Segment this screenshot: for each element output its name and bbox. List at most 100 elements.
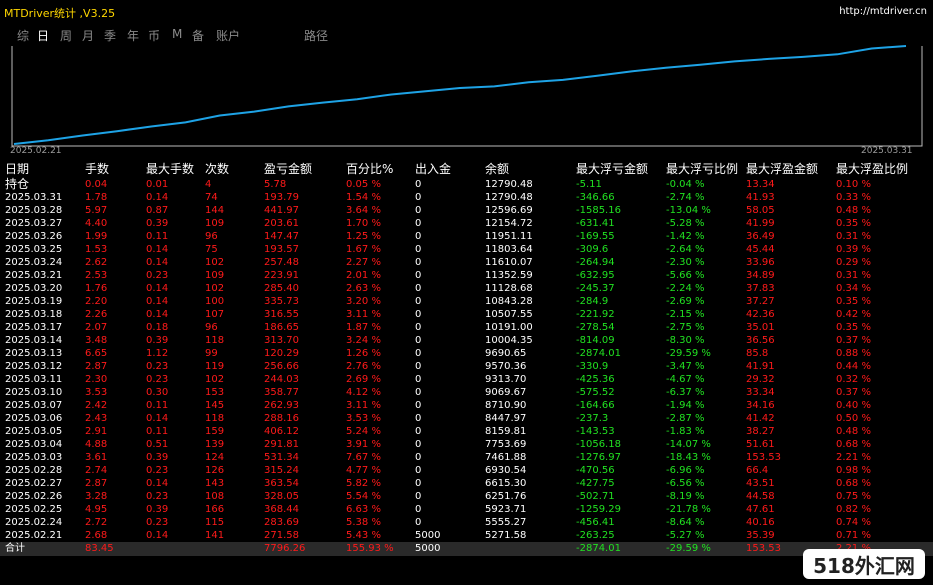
cell-date: 2025.03.05 — [5, 426, 63, 437]
watermark-logo: 518外汇网 — [803, 549, 925, 579]
cell-max-float-loss-pct: -0.04 % — [666, 179, 705, 190]
cell-deposit: 0 — [415, 504, 422, 515]
cell-max-lots: 0.23 — [146, 374, 169, 385]
cell-deposit: 0 — [415, 400, 422, 411]
cell-max-float-profit-pct: 0.34 % — [836, 283, 871, 294]
header-balance: 余额 — [485, 162, 510, 176]
cell-balance: 9690.65 — [485, 348, 527, 359]
cell-balance: 8710.90 — [485, 400, 527, 411]
cell-max-float-loss: -814.09 — [576, 335, 615, 346]
cell-balance: 8447.97 — [485, 413, 527, 424]
tab-quarter[interactable]: 季 — [104, 29, 117, 43]
cell-count: 100 — [205, 296, 225, 307]
cell-percent: 5.24 % — [346, 426, 381, 437]
cell-balance: 11803.64 — [485, 244, 533, 255]
cell-deposit: 0 — [415, 218, 422, 229]
cell-lots: 4.88 — [85, 439, 108, 450]
cell-balance: 12790.48 — [485, 192, 533, 203]
total-profit: 7796.26 — [264, 543, 306, 554]
cell-max-float-profit-pct: 0.10 % — [836, 179, 871, 190]
table-row: 2025.03.18 2.26 0.14 107 316.55 3.11 % 0 10507.… — [0, 308, 933, 321]
cell-max-float-loss: -632.95 — [576, 270, 615, 281]
cell-count: 119 — [205, 361, 225, 372]
app-url-link[interactable]: http://mtdriver.cn — [839, 6, 927, 17]
table-row: 2025.02.28 2.74 0.23 126 315.24 4.77 % 0 6930.5… — [0, 464, 933, 477]
cell-max-float-loss-pct: -18.43 % — [666, 452, 711, 463]
tab-day[interactable]: 日 — [37, 29, 50, 43]
cell-max-float-loss-pct: -5.66 % — [666, 270, 705, 281]
cell-max-float-profit: 153.53 — [746, 452, 781, 463]
cell-lots: 3.28 — [85, 491, 108, 502]
cell-date: 2025.03.24 — [5, 257, 63, 268]
table-row: 2025.03.04 4.88 0.51 139 291.81 3.91 % 0 7753.6… — [0, 438, 933, 451]
cell-date: 2025.03.25 — [5, 244, 63, 255]
cell-max-float-profit: 36.49 — [746, 231, 775, 242]
cell-balance: 11352.59 — [485, 270, 533, 281]
tab-m[interactable]: M — [172, 27, 183, 41]
cell-max-lots: 0.23 — [146, 517, 169, 528]
cell-profit: 531.34 — [264, 452, 299, 463]
cell-balance: 6615.30 — [485, 478, 527, 489]
tab-notes[interactable]: 备 — [192, 29, 205, 43]
cell-max-float-profit-pct: 0.71 % — [836, 530, 871, 541]
tab-account[interactable]: 账户 — [216, 29, 241, 43]
tab-week[interactable]: 周 — [60, 29, 73, 43]
cell-profit: 328.05 — [264, 491, 299, 502]
cell-date: 2025.03.11 — [5, 374, 63, 385]
cell-count: 124 — [205, 452, 225, 463]
tab-year[interactable]: 年 — [127, 29, 140, 43]
cell-date: 2025.03.20 — [5, 283, 63, 294]
cell-percent: 7.67 % — [346, 452, 381, 463]
cell-percent: 5.38 % — [346, 517, 381, 528]
tab-summary[interactable]: 综 — [17, 29, 30, 43]
cell-profit: 120.29 — [264, 348, 299, 359]
tab-currency[interactable]: 币 — [148, 29, 161, 43]
header-max-float-loss-pct: 最大浮亏比例 — [666, 162, 739, 176]
cell-lots: 5.97 — [85, 205, 108, 216]
cell-lots: 4.95 — [85, 504, 108, 515]
cell-profit: 406.12 — [264, 426, 299, 437]
cell-max-lots: 0.23 — [146, 491, 169, 502]
cell-balance: 8159.81 — [485, 426, 527, 437]
cell-count: 107 — [205, 309, 225, 320]
cell-max-lots: 0.87 — [146, 205, 169, 216]
cell-max-lots: 0.30 — [146, 387, 169, 398]
cell-balance: 9313.70 — [485, 374, 527, 385]
cell-deposit: 0 — [415, 361, 422, 372]
cell-deposit: 0 — [415, 517, 422, 528]
cell-count: 109 — [205, 218, 225, 229]
cell-date: 2025.03.31 — [5, 192, 63, 203]
cell-profit: 5.78 — [264, 179, 287, 190]
cell-max-float-profit: 35.39 — [746, 530, 775, 541]
tab-bar: 综日周月季年币 M 备账户 路径 — [0, 22, 933, 46]
cell-deposit: 0 — [415, 335, 422, 346]
table-row: 2025.03.17 2.07 0.18 96 186.65 1.87 % 0 10191.0… — [0, 321, 933, 334]
cell-lots: 2.07 — [85, 322, 108, 333]
cell-max-float-loss-pct: -2.15 % — [666, 309, 705, 320]
table-row: 2025.03.28 5.97 0.87 144 441.97 3.64 % 0 12596.… — [0, 204, 933, 217]
cell-max-float-profit: 33.34 — [746, 387, 775, 398]
cell-max-float-loss-pct: -2.30 % — [666, 257, 705, 268]
table-row: 2025.03.24 2.62 0.14 102 257.48 2.27 % 0 11610.… — [0, 256, 933, 269]
cell-lots: 6.65 — [85, 348, 108, 359]
tab-path[interactable]: 路径 — [304, 29, 329, 43]
cell-max-float-loss-pct: -6.56 % — [666, 478, 705, 489]
cell-date: 2025.03.27 — [5, 218, 63, 229]
table-row: 2025.03.13 6.65 1.12 99 120.29 1.26 % 0 9690.65… — [0, 347, 933, 360]
cell-profit: 441.97 — [264, 205, 299, 216]
cell-balance: 6930.54 — [485, 465, 527, 476]
cell-max-float-profit: 29.32 — [746, 374, 775, 385]
cell-max-float-loss-pct: -6.96 % — [666, 465, 705, 476]
cell-max-lots: 0.14 — [146, 309, 169, 320]
cell-percent: 1.54 % — [346, 192, 381, 203]
cell-date: 2025.03.10 — [5, 387, 63, 398]
cell-max-float-profit-pct: 2.21 % — [836, 452, 871, 463]
chart-end-date-label: 2025.03.31 — [861, 146, 913, 156]
tab-month[interactable]: 月 — [82, 29, 95, 43]
cell-max-float-profit: 45.44 — [746, 244, 775, 255]
cell-max-float-loss-pct: -29.59 % — [666, 348, 711, 359]
cell-max-float-profit-pct: 0.48 % — [836, 426, 871, 437]
cell-balance: 10843.28 — [485, 296, 533, 307]
cell-percent: 4.12 % — [346, 387, 381, 398]
cell-max-lots: 0.23 — [146, 465, 169, 476]
